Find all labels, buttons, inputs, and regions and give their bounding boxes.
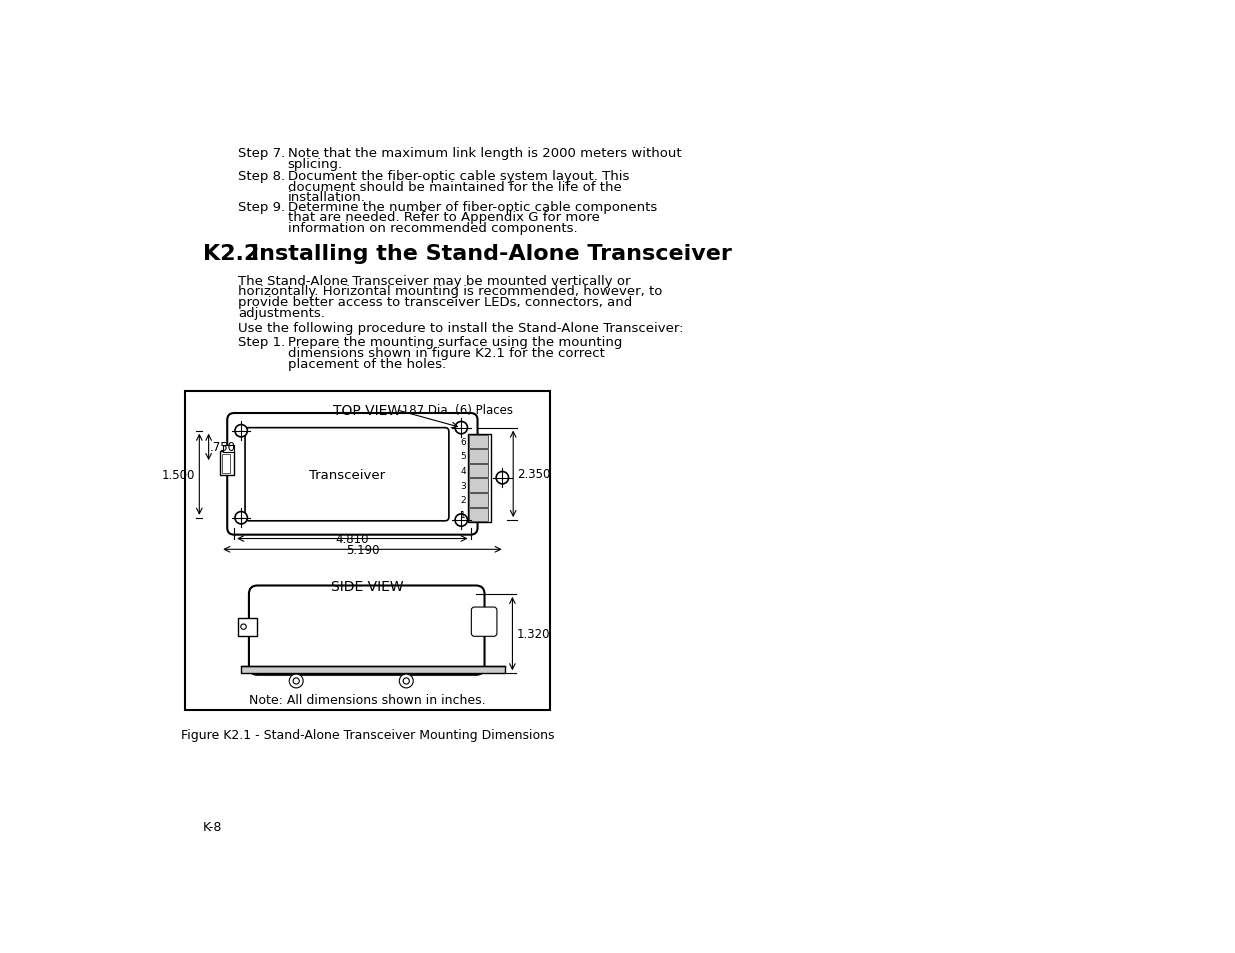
Text: .750: .750 [210, 441, 236, 454]
Text: K-8: K-8 [204, 821, 222, 834]
Text: Transceiver: Transceiver [309, 468, 385, 481]
Bar [241, 667, 505, 674]
Bar [468, 435, 492, 522]
Bar [469, 494, 488, 507]
Circle shape [235, 512, 247, 524]
Text: Step 1.: Step 1. [238, 335, 285, 349]
Text: 1.320: 1.320 [517, 627, 551, 640]
Text: Step 7.: Step 7. [238, 147, 285, 160]
Text: .187 Dia. (6) Places: .187 Dia. (6) Places [399, 404, 514, 417]
Circle shape [293, 679, 299, 684]
Text: 4: 4 [461, 466, 466, 476]
Text: Determine the number of fiber-optic cable components: Determine the number of fiber-optic cabl… [288, 200, 657, 213]
Circle shape [454, 422, 468, 435]
Text: The Stand-Alone Transceiver may be mounted vertically or: The Stand-Alone Transceiver may be mount… [238, 274, 631, 288]
FancyBboxPatch shape [472, 607, 496, 637]
Bar [469, 464, 488, 477]
Text: Figure K2.1 - Stand-Alone Transceiver Mounting Dimensions: Figure K2.1 - Stand-Alone Transceiver Mo… [180, 728, 555, 741]
Text: horizontally. Horizontal mounting is recommended, however, to: horizontally. Horizontal mounting is rec… [238, 285, 662, 298]
Circle shape [403, 679, 409, 684]
Text: provide better access to transceiver LEDs, connectors, and: provide better access to transceiver LED… [238, 295, 632, 309]
Text: SIDE VIEW: SIDE VIEW [331, 579, 404, 594]
Text: information on recommended components.: information on recommended components. [288, 222, 577, 235]
FancyBboxPatch shape [245, 428, 448, 521]
Text: 6: 6 [461, 437, 466, 446]
Circle shape [399, 675, 414, 688]
Text: 4.810: 4.810 [336, 533, 369, 545]
Text: Document the fiber-optic cable system layout. This: Document the fiber-optic cable system la… [288, 170, 629, 183]
Text: 5.190: 5.190 [346, 543, 379, 557]
Text: 1.500: 1.500 [162, 468, 195, 481]
Text: dimensions shown in figure K2.1 for the correct: dimensions shown in figure K2.1 for the … [288, 347, 605, 359]
Text: adjustments.: adjustments. [238, 307, 325, 319]
Text: TOP VIEW: TOP VIEW [333, 403, 401, 417]
Circle shape [496, 472, 509, 484]
Bar [469, 436, 488, 449]
Bar [469, 508, 488, 521]
Bar [222, 445, 235, 452]
Bar [220, 452, 235, 476]
Circle shape [454, 515, 468, 527]
Bar [469, 450, 488, 463]
Text: that are needed. Refer to Appendix G for more: that are needed. Refer to Appendix G for… [288, 212, 599, 224]
FancyBboxPatch shape [227, 414, 478, 535]
Text: 5: 5 [461, 452, 466, 460]
Circle shape [289, 675, 303, 688]
Circle shape [241, 624, 246, 630]
Circle shape [235, 425, 247, 437]
FancyBboxPatch shape [249, 586, 484, 675]
Text: Step 9.: Step 9. [238, 200, 285, 213]
Bar [222, 455, 230, 474]
Text: K2.2: K2.2 [204, 244, 259, 264]
Bar [185, 392, 550, 711]
Text: placement of the holes.: placement of the holes. [288, 357, 446, 371]
Text: Note that the maximum link length is 2000 meters without: Note that the maximum link length is 200… [288, 147, 682, 160]
Text: 2.350: 2.350 [517, 468, 551, 481]
Text: document should be maintained for the life of the: document should be maintained for the li… [288, 180, 621, 193]
Text: Prepare the mounting surface using the mounting: Prepare the mounting surface using the m… [288, 335, 622, 349]
Text: 1: 1 [461, 510, 466, 519]
Text: Step 8.: Step 8. [238, 170, 285, 183]
Text: Use the following procedure to install the Stand-Alone Transceiver:: Use the following procedure to install t… [238, 322, 684, 335]
Text: splicing.: splicing. [288, 157, 343, 171]
Text: installation.: installation. [288, 192, 366, 204]
Bar [238, 618, 257, 636]
Text: Installing the Stand-Alone Transceiver: Installing the Stand-Alone Transceiver [251, 244, 732, 264]
Text: Note: All dimensions shown in inches.: Note: All dimensions shown in inches. [249, 693, 485, 706]
Bar [469, 479, 488, 493]
Text: 3: 3 [461, 481, 466, 490]
Text: 2: 2 [461, 496, 466, 504]
